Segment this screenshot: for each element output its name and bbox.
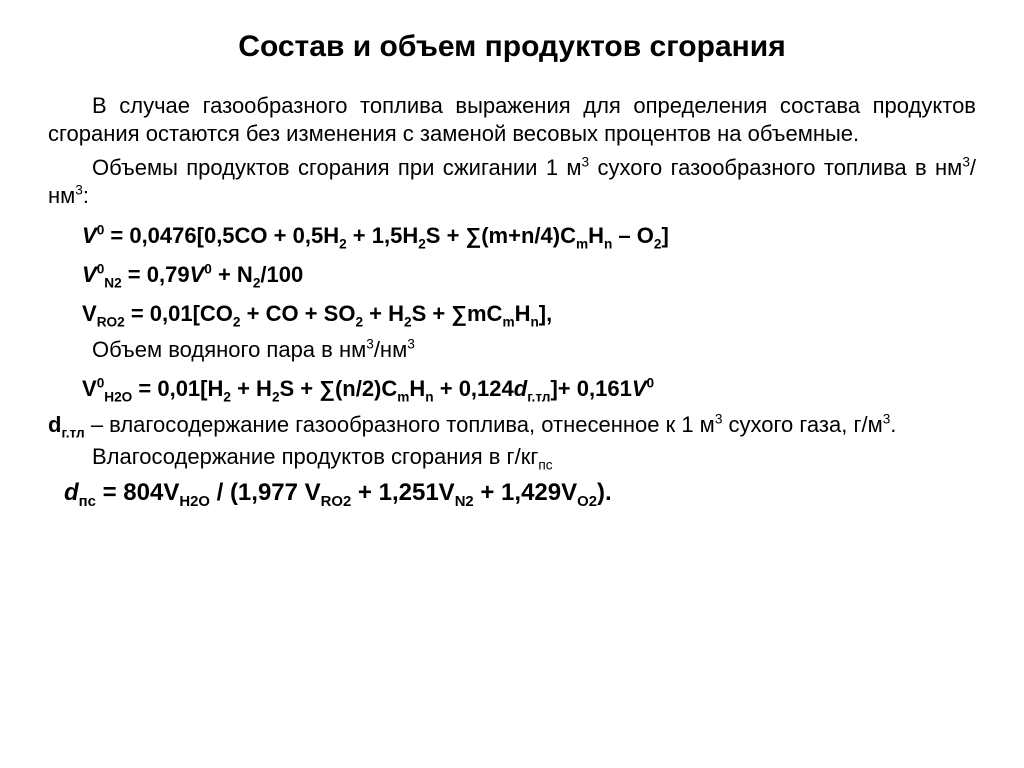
text: = 0,01[CO [125, 301, 233, 326]
text: ]+ 0,161 [550, 376, 631, 401]
formula-v0: V0 = 0,0476[0,5CO + 0,5H2 + 1,5H2S + ∑(m… [48, 221, 976, 250]
slide: Состав и объем продуктов сгорания В случ… [0, 0, 1024, 531]
text: + CO + SO [241, 301, 356, 326]
text: S + ∑(n/2)C [280, 376, 398, 401]
text: H [515, 301, 531, 326]
formula-dps: dпс = 804VH2O / (1,977 VRO2 + 1,251VN2 +… [48, 479, 976, 507]
superscript: 3 [75, 183, 83, 198]
superscript: 3 [407, 336, 415, 351]
text: – O [612, 223, 654, 248]
subscript: m [502, 314, 514, 329]
text: ] [661, 223, 668, 248]
subscript: 2 [404, 314, 412, 329]
text: S + ∑(m+n/4)C [426, 223, 576, 248]
subscript: N2 [104, 275, 121, 290]
paragraph-4: dг.тл – влагосодержание газообразного то… [48, 411, 976, 439]
var-v: V [82, 301, 97, 326]
text: = 804V [96, 479, 179, 506]
text: + H [363, 301, 404, 326]
subscript: г.тл [61, 425, 84, 440]
text: = 0,01[H [132, 376, 223, 401]
text: Объемы продуктов сгорания при сжигании 1… [92, 155, 582, 180]
text: + 1,5H [347, 223, 419, 248]
text: / (1,977 V [210, 479, 321, 506]
text: Влагосодержание продуктов сгорания в г/к… [92, 444, 538, 469]
subscript: 2 [355, 314, 363, 329]
subscript: N2 [455, 494, 474, 510]
text: Объем водяного пара в нм [92, 337, 366, 362]
text: ). [597, 479, 612, 506]
var-v: V [82, 262, 97, 287]
paragraph-5: Влагосодержание продуктов сгорания в г/к… [48, 443, 976, 471]
var-d: d [64, 479, 79, 506]
text: H [588, 223, 604, 248]
text: + 1,429V [474, 479, 577, 506]
subscript: г.тл [527, 389, 550, 404]
subscript: n [425, 389, 433, 404]
superscript: 3 [366, 336, 374, 351]
text: /100 [260, 262, 303, 287]
text: /нм [374, 337, 407, 362]
subscript: RO2 [321, 494, 352, 510]
subscript: O2 [577, 494, 597, 510]
subscript: RO2 [97, 314, 125, 329]
text: сухого газа, г/м [722, 412, 882, 437]
superscript: 0 [647, 376, 655, 391]
subscript: H2O [179, 494, 210, 510]
var-v: V [82, 376, 97, 401]
text: : [83, 183, 89, 208]
formula-vro2: VRO2 = 0,01[CO2 + CO + SO2 + H2S + ∑mCmH… [48, 299, 976, 328]
text: S + ∑mC [412, 301, 503, 326]
page-title: Состав и объем продуктов сгорания [48, 30, 976, 64]
var-v: V [82, 223, 97, 248]
text: + N [212, 262, 253, 287]
superscript: 3 [962, 155, 970, 170]
subscript: 2 [418, 236, 426, 251]
text: сухого газообразного топлива в нм [589, 155, 962, 180]
var-v: V [632, 376, 647, 401]
subscript: пс [538, 457, 552, 472]
text: = 0,79 [122, 262, 190, 287]
superscript: 0 [204, 261, 212, 276]
subscript: 2 [272, 389, 280, 404]
paragraph-3: Объем водяного пара в нм3/нм3 [48, 336, 976, 364]
var-v: V [190, 262, 205, 287]
var-d: d [48, 412, 61, 437]
text: + 0,124 [434, 376, 514, 401]
subscript: m [576, 236, 588, 251]
subscript: m [397, 389, 409, 404]
text: + H [231, 376, 272, 401]
var-d: d [514, 376, 527, 401]
subscript: 2 [233, 314, 241, 329]
text: H [409, 376, 425, 401]
text: = 0,0476[0,5CO + 0,5H [104, 223, 339, 248]
superscript: 3 [582, 155, 590, 170]
subscript: n [530, 314, 538, 329]
formula-vh2o: V0H2O = 0,01[H2 + H2S + ∑(n/2)CmHn + 0,1… [48, 374, 976, 403]
subscript: 2 [339, 236, 347, 251]
subscript: пс [79, 494, 96, 510]
paragraph-1: В случае газообразного топлива выражения… [48, 92, 976, 148]
subscript: H2O [104, 389, 132, 404]
text: . [890, 412, 896, 437]
subscript: 2 [223, 389, 231, 404]
paragraph-2: Объемы продуктов сгорания при сжигании 1… [48, 154, 976, 210]
formula-v0n2: V0N2 = 0,79V0 + N2/100 [48, 260, 976, 289]
text: – влагосодержание газообразного топлива,… [85, 412, 715, 437]
text: ], [539, 301, 552, 326]
text: + 1,251V [351, 479, 454, 506]
